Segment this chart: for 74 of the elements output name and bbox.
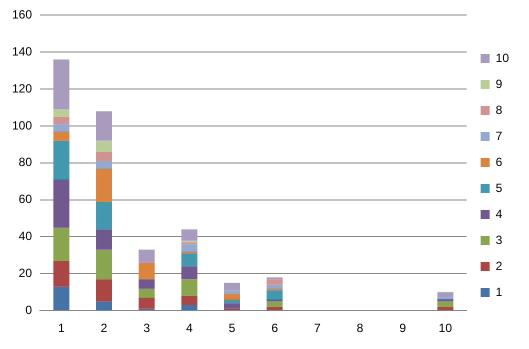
x-tick-label: 10 [438, 321, 452, 336]
bar [266, 290, 283, 300]
bar [437, 301, 454, 307]
y-tick-label: 40 [18, 229, 32, 244]
bar [96, 161, 112, 168]
bar [224, 300, 240, 304]
bar [138, 288, 155, 298]
y-tick-label: 80 [18, 155, 32, 170]
bar [181, 266, 198, 280]
bar [96, 250, 112, 280]
bar [53, 140, 70, 180]
bar [138, 279, 155, 288]
legend-label: 2 [496, 258, 503, 273]
x-tick-label: 9 [399, 321, 406, 336]
x-tick-label: 7 [314, 321, 321, 336]
legend-label: 6 [496, 154, 503, 169]
y-tick-label: 140 [12, 44, 32, 58]
y-tick-label: 120 [12, 81, 32, 96]
legend-label: 4 [496, 206, 503, 221]
bar [437, 306, 454, 310]
bar [181, 244, 198, 252]
bar [96, 140, 112, 152]
bar [224, 294, 240, 300]
bar [96, 111, 112, 141]
bar [181, 253, 198, 266]
bar [138, 250, 155, 263]
bar [224, 290, 240, 294]
bar [96, 279, 112, 302]
x-tick-label: 5 [228, 321, 236, 336]
bar [53, 180, 70, 228]
legend-label: 9 [496, 76, 503, 91]
bar [181, 305, 198, 310]
x-tick-label: 6 [271, 321, 278, 336]
bar [96, 202, 112, 230]
x-tick-label: 3 [143, 321, 150, 336]
y-tick-label: 20 [18, 266, 32, 280]
bar [224, 303, 240, 309]
x-tick-label: 8 [356, 321, 364, 336]
bar [53, 60, 70, 110]
bar [181, 296, 198, 306]
bar [266, 301, 283, 307]
bar [138, 298, 155, 309]
legend-label: 5 [496, 180, 503, 195]
bar [53, 260, 70, 287]
bar [53, 109, 70, 117]
bar [181, 229, 198, 240]
bar [181, 279, 198, 296]
bar [96, 152, 112, 162]
bar [138, 262, 155, 280]
bar [96, 301, 112, 310]
bar [53, 286, 70, 310]
y-tick-label: 100 [12, 118, 32, 132]
legend-label: 10 [496, 50, 510, 65]
bar [266, 306, 283, 310]
y-tick-label: 160 [12, 8, 32, 22]
x-tick-label: 1 [58, 321, 66, 336]
legend-label: 8 [496, 102, 503, 117]
y-tick-label: 60 [18, 192, 32, 206]
legend-label: 3 [496, 232, 503, 247]
bar [53, 228, 70, 261]
bar [437, 292, 454, 298]
y-tick-label: 0 [25, 302, 32, 317]
bar [53, 116, 70, 124]
bar [96, 168, 112, 202]
bar [224, 282, 240, 290]
x-tick-label: 2 [100, 321, 108, 336]
bar [53, 124, 70, 132]
bar [96, 229, 112, 250]
bar [266, 284, 283, 288]
bar [53, 132, 70, 141]
legend-label: 7 [496, 128, 503, 143]
legend-label: 1 [496, 284, 503, 299]
x-tick-label: 4 [186, 321, 193, 336]
bar [266, 279, 283, 285]
